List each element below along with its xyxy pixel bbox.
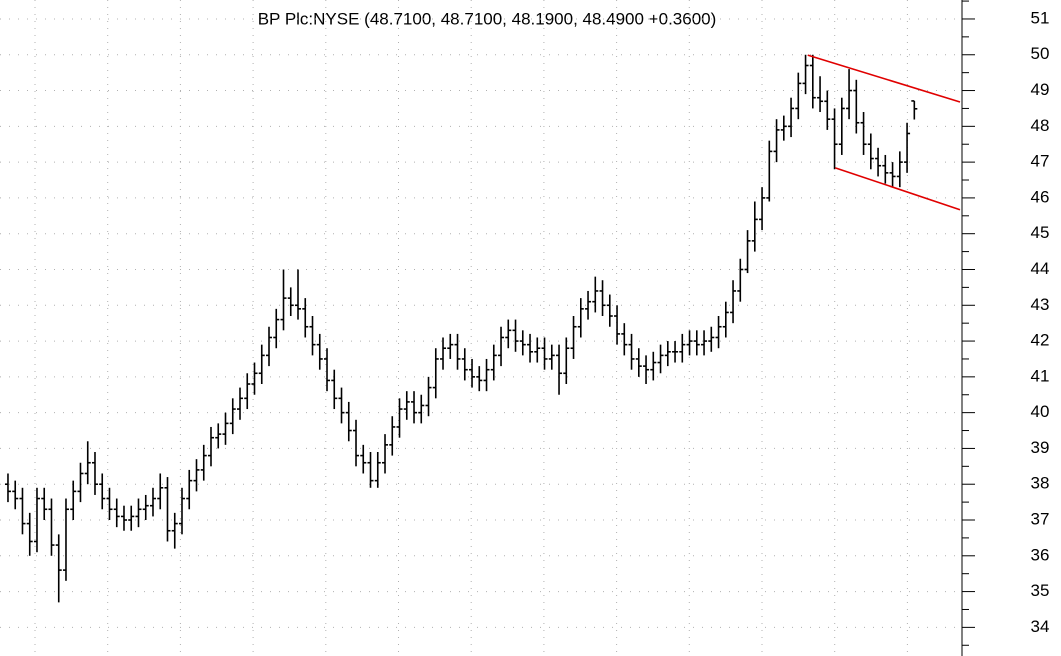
trend-line	[835, 167, 961, 211]
y-tick-label: 50	[1031, 44, 1050, 63]
y-tick-label: 51	[1031, 8, 1050, 27]
y-tick-label: 37	[1031, 509, 1050, 528]
y-tick-label: 43	[1031, 295, 1050, 314]
y-tick-label: 36	[1031, 545, 1050, 564]
y-tick-label: 35	[1031, 581, 1050, 600]
y-tick-label: 44	[1031, 259, 1050, 278]
y-tick-label: 34	[1031, 617, 1050, 636]
y-tick-label: 38	[1031, 474, 1050, 493]
trend-line	[807, 54, 961, 103]
y-tick-label: 49	[1031, 80, 1050, 99]
y-tick-label: 41	[1031, 366, 1050, 385]
y-tick-label: 42	[1031, 331, 1050, 350]
y-tick-label: 45	[1031, 223, 1050, 242]
y-tick-label: 40	[1031, 402, 1050, 421]
y-tick-label: 46	[1031, 187, 1050, 206]
y-tick-label: 39	[1031, 438, 1050, 457]
y-tick-label: 48	[1031, 116, 1050, 135]
y-tick-label: 47	[1031, 152, 1050, 171]
